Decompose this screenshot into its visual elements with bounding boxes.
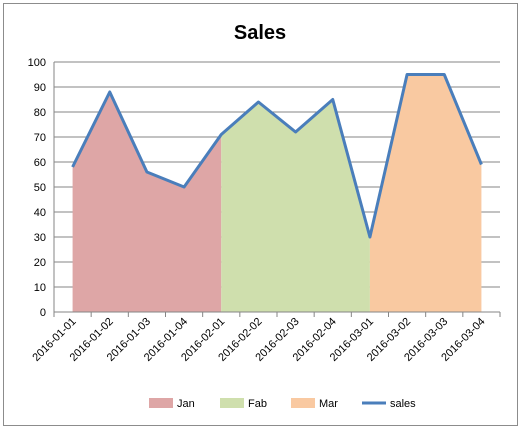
legend-label: Mar <box>319 398 338 410</box>
y-tick-label: 30 <box>34 232 46 244</box>
chart-frame: Sales 0 10 20 30 40 50 60 70 80 90 100 2016-01-01 20… <box>3 3 518 426</box>
area-mar <box>369 74 482 312</box>
chart-title: Sales <box>234 22 286 44</box>
y-tick-label: 80 <box>34 107 46 119</box>
area-jan <box>72 92 222 312</box>
area-series <box>72 74 482 312</box>
y-tick-label: 60 <box>34 157 46 169</box>
y-tick-label: 100 <box>28 57 46 69</box>
legend-swatch <box>220 398 244 408</box>
y-tick-label: 40 <box>34 207 46 219</box>
area-fab <box>221 99 370 312</box>
chart-canvas: Sales 01020304050607080901002016-01-0120… <box>28 22 501 410</box>
y-tick-label: 10 <box>34 282 46 294</box>
legend-swatch <box>291 398 315 408</box>
legend: Jan Fab Mar sales <box>149 398 416 410</box>
legend-swatch <box>149 398 173 408</box>
legend-item-jan: Jan <box>149 398 195 410</box>
y-tick-label: 70 <box>34 132 46 144</box>
legend-item-sales: sales <box>362 398 416 410</box>
y-tick-label: 20 <box>34 257 46 269</box>
legend-label: sales <box>390 398 416 410</box>
line-sales <box>71 73 483 239</box>
y-tick-label: 0 <box>40 307 46 319</box>
legend-item-mar: Mar <box>291 398 338 410</box>
legend-item-fab: Fab <box>220 398 267 410</box>
y-tick-label: 90 <box>34 82 46 94</box>
legend-label: Jan <box>177 398 195 410</box>
legend-label: Fab <box>248 398 267 410</box>
y-tick-label: 50 <box>34 182 46 194</box>
